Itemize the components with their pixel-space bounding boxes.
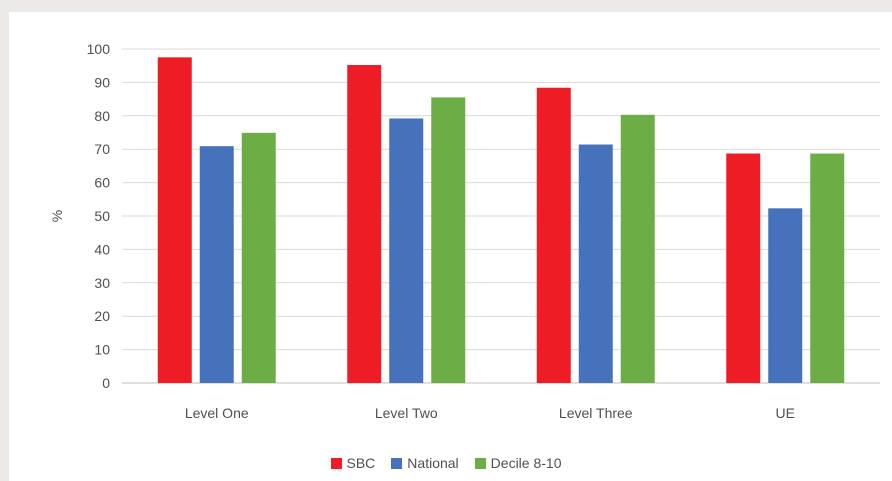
bar-decile-8-10-ue xyxy=(810,153,845,383)
x-tick-label: Level Three xyxy=(559,405,633,421)
gridlines xyxy=(122,48,880,384)
y-tick-label: 50 xyxy=(94,208,110,224)
legend-swatch xyxy=(474,457,486,469)
y-tick-label: 0 xyxy=(102,375,110,391)
legend-swatch xyxy=(391,457,403,469)
y-tick-label: 70 xyxy=(94,141,110,157)
bar-sbc-level-two xyxy=(347,65,382,384)
bar-national-level-one xyxy=(199,146,234,383)
x-tick-label: Level Two xyxy=(375,405,438,421)
x-tick-label: Level One xyxy=(185,405,249,421)
bar-national-level-three xyxy=(578,144,613,383)
legend-item: Decile 8-10 xyxy=(474,455,562,471)
legend: SBC National Decile 8-10 xyxy=(0,450,892,476)
y-tick-label: 10 xyxy=(94,342,110,358)
legend-item: National xyxy=(391,455,459,471)
y-tick-label: 100 xyxy=(87,41,111,57)
x-tick-label: UE xyxy=(776,405,795,421)
bar-chart: 0 10 20 30 40 50 60 70 80 90 100 Level One Level Tw… xyxy=(49,41,880,421)
bar-sbc-ue xyxy=(726,153,761,383)
legend-swatch xyxy=(330,457,342,469)
legend-label: Decile 8-10 xyxy=(490,455,562,471)
legend-label: SBC xyxy=(346,455,376,471)
y-axis-ticks: 0 10 20 30 40 50 60 70 80 90 100 xyxy=(87,41,111,391)
y-tick-label: 60 xyxy=(94,175,110,191)
bar-decile-8-10-level-three xyxy=(620,114,655,383)
y-tick-label: 30 xyxy=(94,275,110,291)
bar-national-level-two xyxy=(389,118,424,384)
y-axis-label: % xyxy=(49,210,65,222)
bar-sbc-level-one xyxy=(157,57,192,383)
bar-national-ue xyxy=(768,208,803,383)
legend-item: SBC xyxy=(330,455,376,471)
y-tick-label: 20 xyxy=(94,308,110,324)
bar-sbc-level-three xyxy=(536,87,571,383)
y-tick-label: 40 xyxy=(94,241,110,257)
y-tick-label: 90 xyxy=(94,74,110,90)
legend-label: National xyxy=(407,455,459,471)
y-tick-label: 80 xyxy=(94,108,110,124)
bars xyxy=(157,57,845,384)
bar-decile-8-10-level-two xyxy=(431,97,466,384)
bar-decile-8-10-level-one xyxy=(241,132,276,383)
x-axis-ticks: Level One Level Two Level Three UE xyxy=(185,405,795,421)
